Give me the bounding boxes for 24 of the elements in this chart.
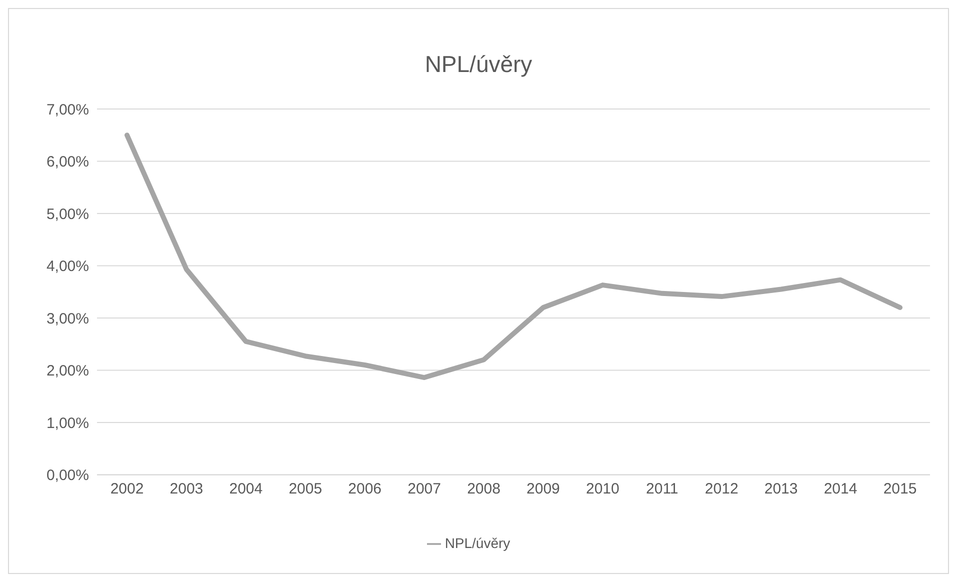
x-tick-label: 2011 (646, 480, 678, 498)
x-tick-label: 2004 (229, 480, 263, 498)
y-tick-label: 5,00% (46, 206, 89, 223)
x-tick-label: 2012 (704, 480, 738, 498)
x-tick-label: 2010 (586, 480, 620, 498)
x-tick-label: 2007 (408, 480, 441, 498)
legend-label: NPL/úvěry (444, 534, 510, 551)
y-tick-label: 4,00% (46, 258, 89, 276)
x-tick-label: 2013 (764, 480, 798, 498)
x-tick-label: 2002 (110, 480, 144, 498)
x-tick-label: 2008 (467, 480, 500, 498)
x-tick-label: 2014 (824, 480, 858, 498)
x-tick-label: 2009 (526, 480, 560, 498)
x-tick-label: 2005 (288, 480, 322, 498)
x-tick-label: 2015 (883, 480, 917, 498)
x-tick-label: 2003 (170, 480, 204, 498)
y-tick-label: 1,00% (46, 414, 89, 432)
y-tick-label: 6,00% (46, 154, 89, 171)
chart-title: NPL/úvěry (424, 51, 534, 78)
x-tick-label: 2006 (348, 480, 382, 498)
y-tick-label: 2,00% (46, 362, 89, 380)
y-tick-label: 3,00% (46, 310, 89, 328)
y-tick-label: 0,00% (46, 467, 89, 484)
y-tick-label: 7,00% (46, 101, 89, 118)
